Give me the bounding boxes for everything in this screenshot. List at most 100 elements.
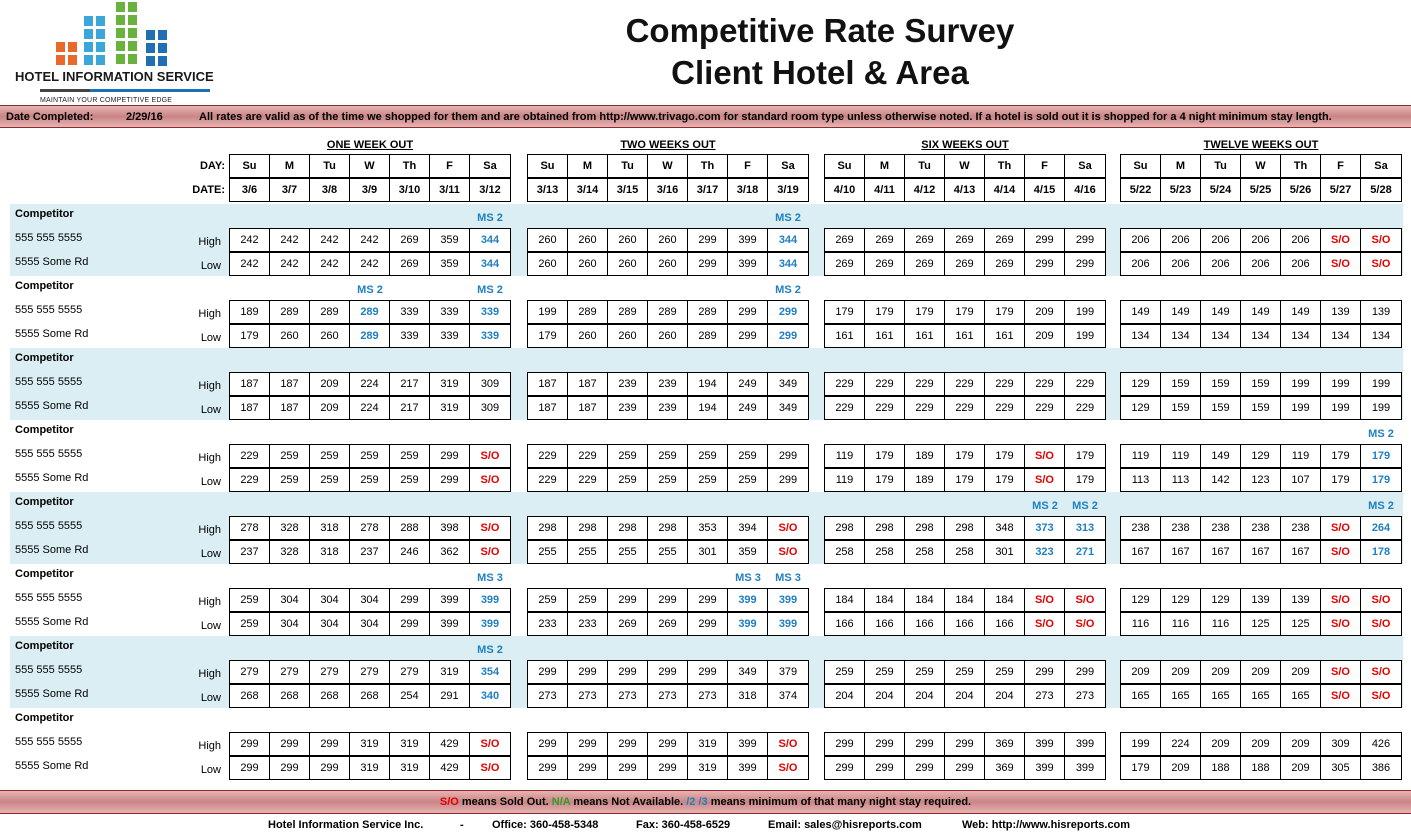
rate-cell: 204 — [945, 685, 985, 707]
rate-cell: 289 — [310, 301, 350, 323]
high-rate-row: 279 279 279 279 279 319 354 — [229, 660, 511, 684]
date-cell: 3/6 — [230, 179, 270, 201]
rate-cell: 319 — [430, 397, 470, 419]
rate-cell: 204 — [985, 685, 1025, 707]
rate-cell: 259 — [648, 445, 688, 467]
competitor-address: 5555 Some Rd — [15, 328, 89, 340]
day-label: DAY: — [199, 160, 225, 172]
day-cell: Tu — [1201, 155, 1241, 177]
rate-cell: S/O — [1025, 469, 1065, 491]
date-cell: 3/10 — [390, 179, 430, 201]
rate-cell: 298 — [648, 517, 688, 539]
rate-cell: 167 — [1161, 541, 1201, 563]
rate-cell: 199 — [1321, 397, 1361, 419]
rate-cell: 239 — [648, 397, 688, 419]
rate-cell: S/O — [1371, 594, 1391, 606]
rate-cell: 187 — [230, 397, 270, 419]
rate-cell: S/O — [778, 738, 798, 750]
rate-cell: 399 — [728, 253, 768, 275]
rate-cell: 259 — [648, 469, 688, 491]
rate-cell: 165 — [1121, 685, 1161, 707]
rate-cell: S/O — [1321, 589, 1361, 611]
rate-cell: 299 — [310, 733, 350, 755]
high-rate-row: 299 299 299 319 319 429 S/O — [229, 732, 511, 756]
rate-cell: 179 — [1075, 450, 1095, 462]
low-rate-row: 187 187 239 239 194 249 349 — [527, 396, 809, 420]
low-rate-row: 167 167 167 167 167 S/O 178 — [1120, 540, 1402, 564]
rate-cell: 229 — [945, 373, 985, 395]
rate-cell: 209 — [1281, 661, 1321, 683]
rate-cell: 229 — [905, 373, 945, 395]
low-rate-row: 206 206 206 206 206 S/O S/O — [1120, 252, 1402, 276]
rate-cell: 209 — [1241, 733, 1281, 755]
high-rate-row: 298 298 298 298 348 373 313 — [824, 516, 1106, 540]
low-rate-row: 242 242 242 242 269 359 344 — [229, 252, 511, 276]
date-cell: 5/28 — [1370, 184, 1392, 196]
low-rate-row: 299 299 299 299 369 399 399 — [824, 756, 1106, 780]
rate-cell: 318 — [310, 541, 350, 563]
rate-cell: 259 — [350, 469, 390, 491]
rate-cell: 399 — [728, 589, 768, 611]
rate-cell: 129 — [1121, 397, 1161, 419]
rate-cell: 289 — [648, 301, 688, 323]
rate-cell: 299 — [568, 757, 608, 779]
min-stay-note: MS 3 — [775, 572, 801, 584]
rate-cell: S/O — [480, 474, 500, 486]
date-cell: 3/16 — [648, 179, 688, 201]
rate-cell: 161 — [825, 325, 865, 347]
rate-cell: 259 — [905, 661, 945, 683]
low-rate-row: 229 229 229 229 229 229 229 — [824, 396, 1106, 420]
competitor-phone: 555 555 5555 — [15, 376, 83, 388]
rate-cell: 269 — [905, 253, 945, 275]
rate-cell: 269 — [985, 229, 1025, 251]
rate-cell: 268 — [270, 685, 310, 707]
rate-cell: 224 — [1161, 733, 1201, 755]
day-cell: W — [945, 155, 985, 177]
rate-cell: 161 — [945, 325, 985, 347]
rate-cell: 349 — [778, 378, 798, 390]
rate-cell: 298 — [568, 517, 608, 539]
rate-cell: 299 — [1075, 666, 1095, 678]
competitor-phone: 555 555 5555 — [15, 304, 83, 316]
rate-cell: 149 — [1201, 445, 1241, 467]
rate-cell: 187 — [568, 397, 608, 419]
rate-cell: 259 — [390, 445, 430, 467]
rate-cell: 299 — [1075, 258, 1095, 270]
rate-cell: 119 — [1161, 445, 1201, 467]
high-label: High — [198, 236, 221, 248]
rate-cell: 134 — [1281, 325, 1321, 347]
rate-cell: 238 — [1201, 517, 1241, 539]
logo-tagline: MAINTAIN YOUR COMPETITIVE EDGE — [40, 97, 173, 104]
rate-cell: 229 — [945, 397, 985, 419]
low-rate-row: 113 113 142 123 107 179 179 — [1120, 468, 1402, 492]
date-cell: 5/22 — [1121, 179, 1161, 201]
rate-cell: 179 — [945, 445, 985, 467]
low-rate-row: 134 134 134 134 134 134 134 — [1120, 324, 1402, 348]
low-rate-row: 299 299 299 319 319 429 S/O — [229, 756, 511, 780]
rate-cell: 273 — [528, 685, 568, 707]
rate-cell: 134 — [1371, 330, 1391, 342]
low-rate-row: 165 165 165 165 165 S/O S/O — [1120, 684, 1402, 708]
rate-cell: 260 — [648, 229, 688, 251]
rate-cell: 239 — [608, 373, 648, 395]
email-link[interactable]: Email: sales@hisreports.com — [768, 819, 922, 831]
rate-cell: 206 — [1241, 253, 1281, 275]
rate-cell: 129 — [1241, 445, 1281, 467]
rate-cell: S/O — [1075, 594, 1095, 606]
rate-cell: S/O — [480, 522, 500, 534]
rate-cell: 258 — [825, 541, 865, 563]
high-rate-row: 119 119 149 129 119 179 179 — [1120, 444, 1402, 468]
rate-cell: 119 — [1121, 445, 1161, 467]
web-link[interactable]: Web: http://www.hisreports.com — [962, 819, 1131, 831]
rate-cell: 299 — [778, 450, 798, 462]
rate-cell: 299 — [608, 757, 648, 779]
rate-cell: 187 — [270, 373, 310, 395]
high-rate-row: 149 149 149 149 149 139 139 — [1120, 300, 1402, 324]
low-rate-row: 229 259 259 259 259 299 S/O — [229, 468, 511, 492]
legend-bar: S/O means Sold Out. N/A means Not Availa… — [0, 790, 1411, 814]
rate-cell: 259 — [945, 661, 985, 683]
rate-cell: 139 — [1241, 589, 1281, 611]
rate-cell: 149 — [1281, 301, 1321, 323]
competitor-address: 5555 Some Rd — [15, 400, 89, 412]
rate-cell: 116 — [1201, 613, 1241, 635]
